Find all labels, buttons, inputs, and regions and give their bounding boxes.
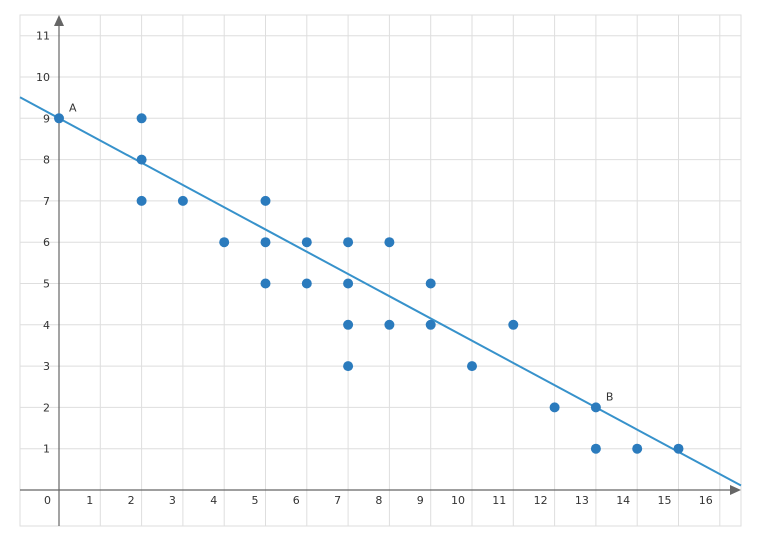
plot-frame (19, 14, 742, 527)
data-point (343, 361, 354, 372)
data-point (384, 319, 395, 330)
x-tick-label: 15 (658, 494, 672, 507)
x-tick-label: 0 (44, 494, 51, 507)
data-point (260, 195, 271, 206)
data-point (177, 195, 188, 206)
x-tick-label: 13 (575, 494, 589, 507)
x-tick-label: 7 (334, 494, 341, 507)
point-label-b: B (606, 390, 614, 403)
x-tick-label: 8 (375, 494, 382, 507)
data-point (136, 195, 147, 206)
data-point (260, 278, 271, 289)
x-tick-label: 16 (699, 494, 713, 507)
y-tick-label: 9 (43, 112, 50, 125)
x-tick-label: 4 (210, 494, 217, 507)
data-point (260, 237, 271, 248)
data-point (219, 237, 230, 248)
y-tick-label: 4 (43, 319, 50, 332)
data-point (632, 443, 643, 454)
x-tick-label: 14 (616, 494, 630, 507)
data-point (54, 113, 64, 124)
y-tick-label: 1 (43, 443, 50, 456)
x-tick-label: 11 (492, 494, 506, 507)
data-point (549, 402, 560, 413)
x-tick-label: 5 (252, 494, 259, 507)
data-point (467, 361, 477, 372)
x-axis-arrow-icon (730, 485, 741, 495)
data-point (425, 278, 436, 289)
x-tick-label: 2 (128, 494, 135, 507)
data-point (301, 278, 312, 289)
y-tick-label: 7 (43, 195, 50, 208)
y-axis-arrow-icon (54, 15, 64, 26)
x-tick-label: 3 (169, 494, 176, 507)
y-tick-label: 8 (43, 154, 50, 167)
x-tick-label: 12 (534, 494, 548, 507)
data-point (343, 237, 354, 248)
y-tick-label: 11 (36, 30, 50, 43)
data-point (590, 402, 601, 413)
point-label-a: A (69, 101, 77, 114)
data-point (425, 319, 436, 330)
data-point (384, 237, 395, 248)
data-point (673, 443, 684, 454)
y-tick-label: 5 (43, 278, 50, 291)
data-point (136, 113, 147, 124)
data-point (343, 278, 354, 289)
y-tick-label: 2 (43, 401, 50, 414)
data-point (136, 154, 147, 165)
data-point (508, 319, 519, 330)
y-tick-label: 6 (43, 236, 50, 249)
x-tick-label: 6 (293, 494, 300, 507)
data-point (343, 319, 354, 330)
x-tick-label: 1 (86, 494, 93, 507)
data-point (590, 443, 601, 454)
x-tick-label: 9 (417, 494, 424, 507)
data-point (301, 237, 312, 248)
x-tick-label: 10 (451, 494, 465, 507)
y-tick-label: 3 (43, 360, 50, 373)
y-tick-label: 10 (36, 71, 50, 84)
